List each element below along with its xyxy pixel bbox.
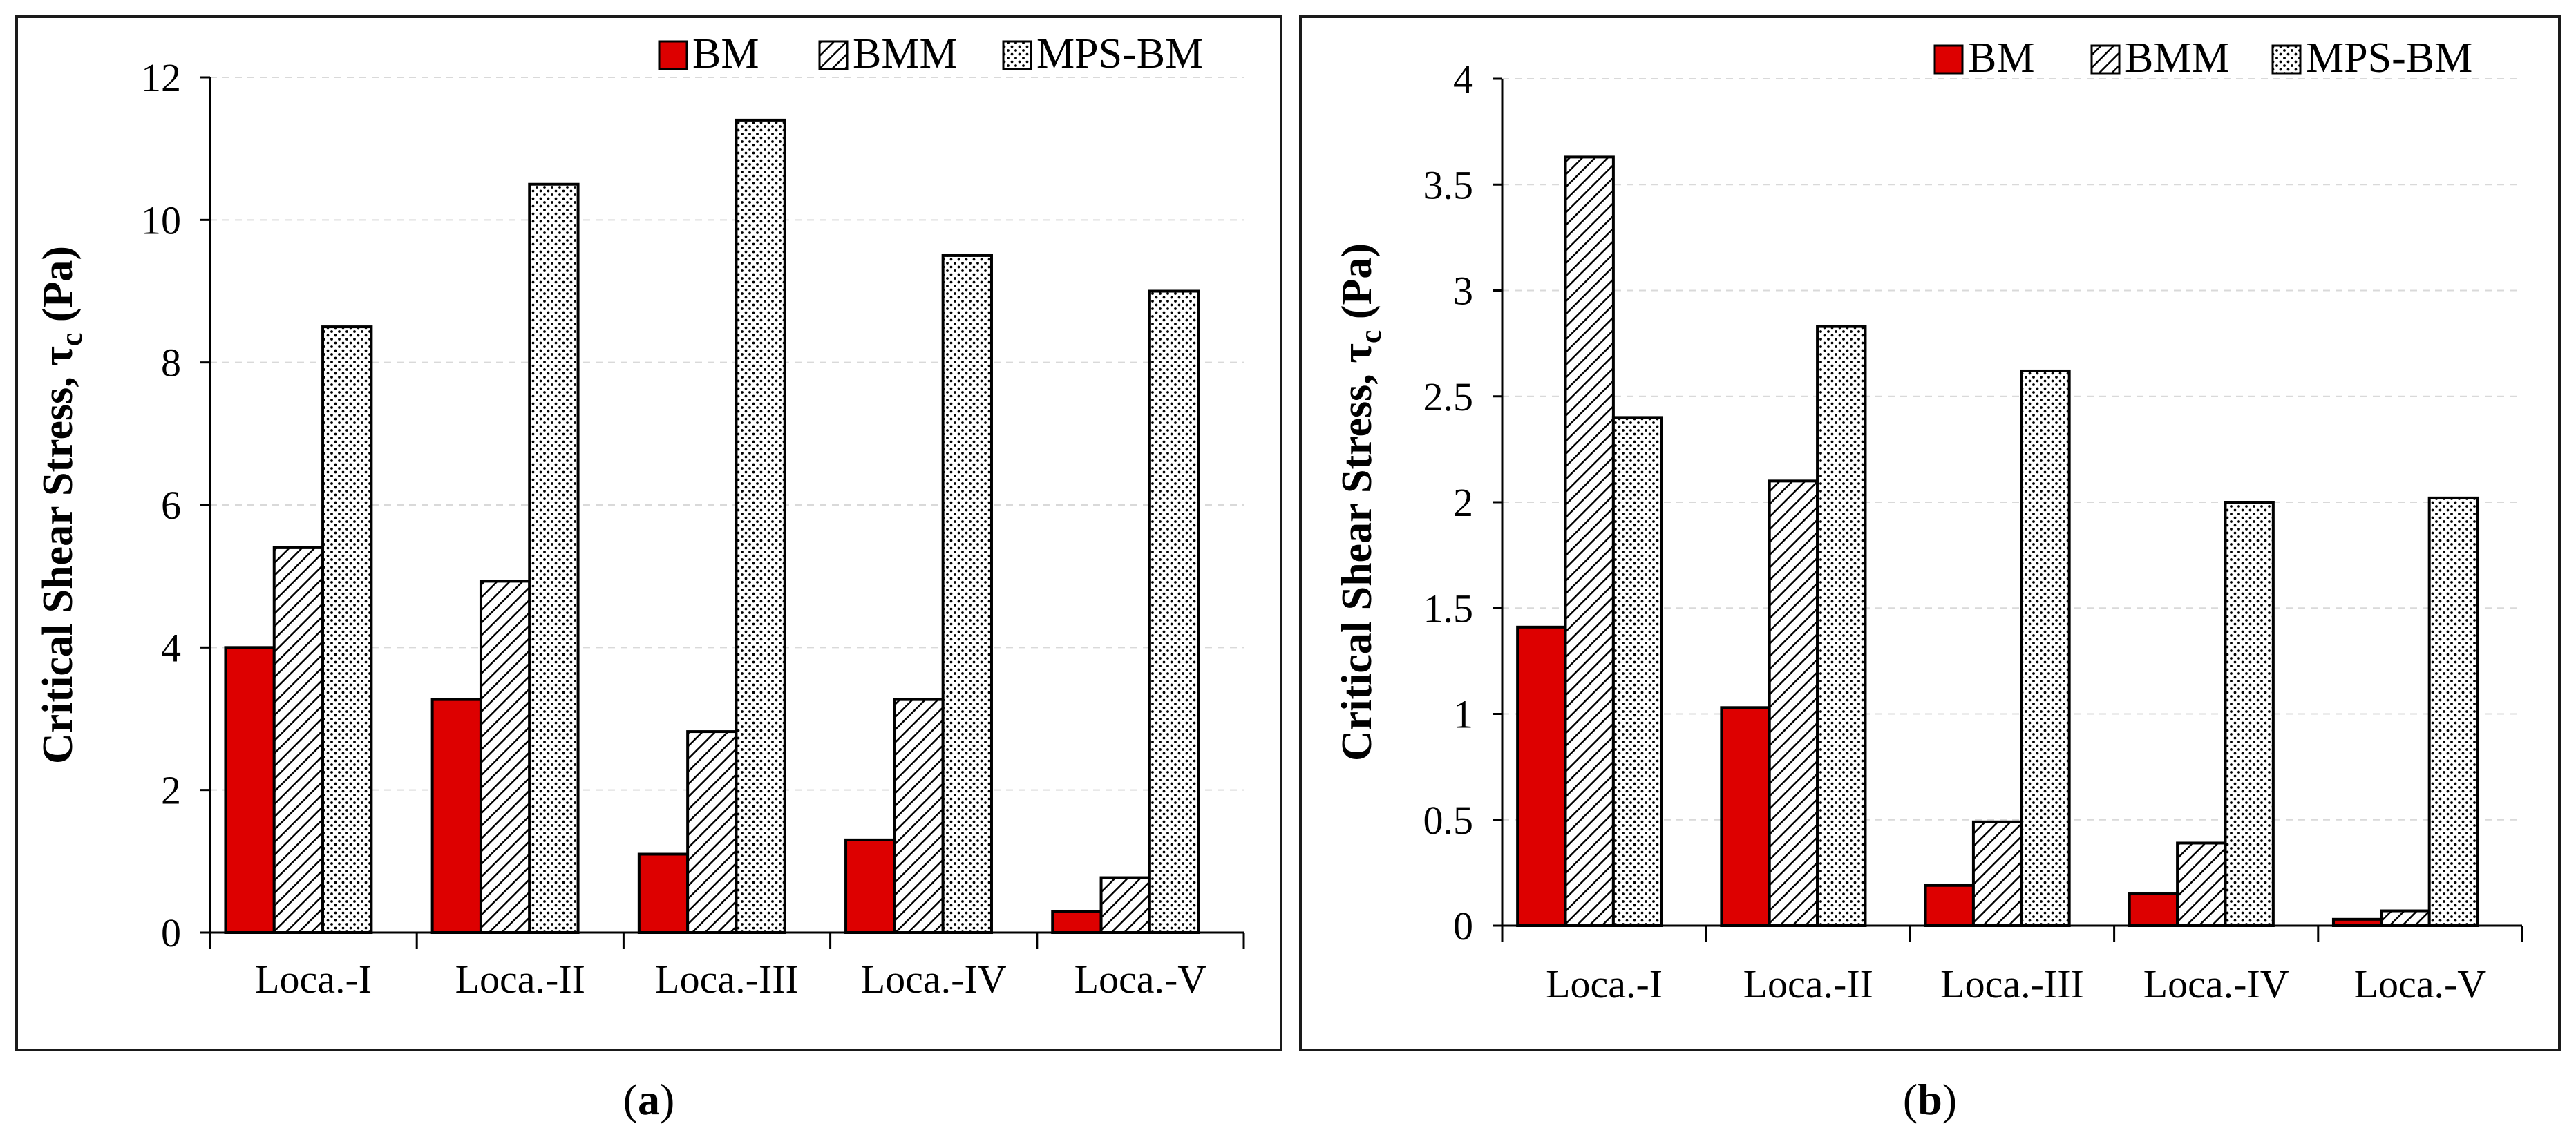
chart-b-category-label: Loca.-III xyxy=(1940,962,2084,1006)
chart-b-legend-label-bm: BM xyxy=(1968,35,2034,82)
chart-a-ytick-label: 6 xyxy=(161,483,181,528)
chart-a-bar-bm-4 xyxy=(844,838,896,934)
chart-b-bar-bmm-2 xyxy=(1768,479,1819,927)
caption-a: (a) xyxy=(623,1075,675,1124)
chart-a-legend-label-bmm: BMM xyxy=(853,30,958,77)
chart-a-legend-swatch-bmm xyxy=(818,40,849,70)
chart-b-category-label: Loca.-V xyxy=(2354,962,2487,1006)
chart-b-bar-bmm-5 xyxy=(2380,909,2431,928)
chart-b-category-label: Loca.-II xyxy=(1743,962,1873,1006)
chart-b-ytick-label: 3 xyxy=(1453,269,1473,314)
chart-b-ytick-label: 1 xyxy=(1453,692,1473,737)
chart-a-category-label: Loca.-V xyxy=(1074,957,1207,1002)
chart-b-legend-swatch-mps-bm xyxy=(2271,44,2302,75)
chart-b-bar-mps-bm-4 xyxy=(2224,501,2275,927)
chart-a-bar-bmm-5 xyxy=(1099,876,1151,934)
chart-b-legend-label-mps-bm: MPS-BM xyxy=(2306,35,2472,82)
chart-a-ytick-label: 12 xyxy=(141,55,181,100)
chart-a-ytick-label: 4 xyxy=(161,625,181,670)
chart-a-bar-mps-bm-2 xyxy=(528,182,580,934)
chart-a-bar-mps-bm-3 xyxy=(735,118,786,934)
chart-b-bar-bm-1 xyxy=(1516,625,1567,928)
caption-a-letter: a xyxy=(638,1075,660,1124)
chart-b-category-label: Loca.-I xyxy=(1546,962,1663,1006)
chart-panel-a: 0 2 4 6 8 10 12 Loca.-I Loca.-II Loca.-III Loca.-I… xyxy=(15,15,1282,1051)
chart-b-ytick-label: 2 xyxy=(1453,480,1473,525)
chart-b-bar-mps-bm-1 xyxy=(1611,416,1663,927)
chart-a-bar-bmm-4 xyxy=(893,698,945,935)
chart-b-legend-swatch-bmm xyxy=(2090,44,2121,75)
chart-b-bar-bmm-1 xyxy=(1564,155,1615,927)
chart-b-category-label: Loca.-IV xyxy=(2143,962,2289,1006)
chart-a-category-label: Loca.-I xyxy=(255,957,372,1002)
chart-b-bar-bmm-3 xyxy=(1971,820,2023,927)
chart-a-ytick-label: 0 xyxy=(161,910,181,955)
chart-panel-b: 0 0.5 1 1.5 2 2.5 3 3.5 4 Loca.-I Loca.-II Loca.-II… xyxy=(1299,15,2561,1051)
chart-a-legend-label-bm: BM xyxy=(692,30,759,77)
chart-b-y-axis-title: Critical Shear Stress, τc (Pa) xyxy=(1334,243,1388,761)
chart-b-ytick-label: 2.5 xyxy=(1423,374,1474,419)
chart-b-bar-mps-bm-5 xyxy=(2427,496,2479,927)
chart-a-bar-bm-2 xyxy=(430,698,482,935)
chart-a-bar-mps-bm-5 xyxy=(1148,289,1200,934)
chart-b-legend-label-bmm: BMM xyxy=(2125,35,2230,82)
chart-b-ytick-label: 1.5 xyxy=(1423,586,1474,631)
chart-a-category-label: Loca.-IV xyxy=(861,957,1007,1002)
chart-b-ytick-label: 3.5 xyxy=(1423,162,1474,207)
caption-b: (b) xyxy=(1902,1075,1958,1124)
chart-a-legend-swatch-bm xyxy=(658,40,688,70)
chart-a-ytick-label: 10 xyxy=(141,198,181,242)
chart-b-bar-mps-bm-2 xyxy=(1816,325,1867,928)
chart-a-ytick-label: 8 xyxy=(161,341,181,385)
chart-b-bar-bm-4 xyxy=(2128,892,2179,928)
chart-a-bar-bmm-3 xyxy=(686,730,738,934)
chart-a-ytick-label: 2 xyxy=(161,768,181,813)
chart-a-bar-bmm-2 xyxy=(479,580,531,934)
chart-a-category-label: Loca.-III xyxy=(655,957,799,1002)
chart-a-legend-swatch-mps-bm xyxy=(1002,40,1032,70)
chart-b-legend-swatch-bm xyxy=(1933,44,1964,75)
chart-a-category-label: Loca.-II xyxy=(455,957,585,1002)
chart-b-bar-mps-bm-3 xyxy=(2020,369,2071,928)
chart-b-ytick-label: 0.5 xyxy=(1423,798,1474,843)
chart-b-bar-bmm-4 xyxy=(2176,841,2227,927)
chart-b-bar-bm-3 xyxy=(1924,884,1975,928)
chart-a-y-axis-title: Critical Shear Stress, τc (Pa) xyxy=(35,246,88,764)
chart-b-ytick-label: 0 xyxy=(1453,904,1473,948)
chart-a-svg: 0 2 4 6 8 10 12 Loca.-I Loca.-II Loca.-III Loca.-I… xyxy=(35,30,1245,1002)
chart-a-legend-label-mps-bm: MPS-BM xyxy=(1036,30,1203,77)
caption-b-letter: b xyxy=(1917,1075,1942,1124)
chart-b-ytick-label: 4 xyxy=(1453,57,1473,102)
chart-b-svg: 0 0.5 1 1.5 2 2.5 3 3.5 4 Loca.-I Loca.-II Loca.-II… xyxy=(1334,35,2523,1006)
chart-b-bar-bm-2 xyxy=(1720,706,1771,927)
chart-a-bar-mps-bm-4 xyxy=(941,254,993,934)
chart-a-bar-bm-5 xyxy=(1051,910,1103,935)
chart-a-bar-bm-3 xyxy=(637,852,690,935)
chart-a-bar-bmm-1 xyxy=(272,546,325,934)
chart-a-bar-mps-bm-1 xyxy=(321,325,373,935)
chart-a-bar-bm-1 xyxy=(224,646,276,934)
